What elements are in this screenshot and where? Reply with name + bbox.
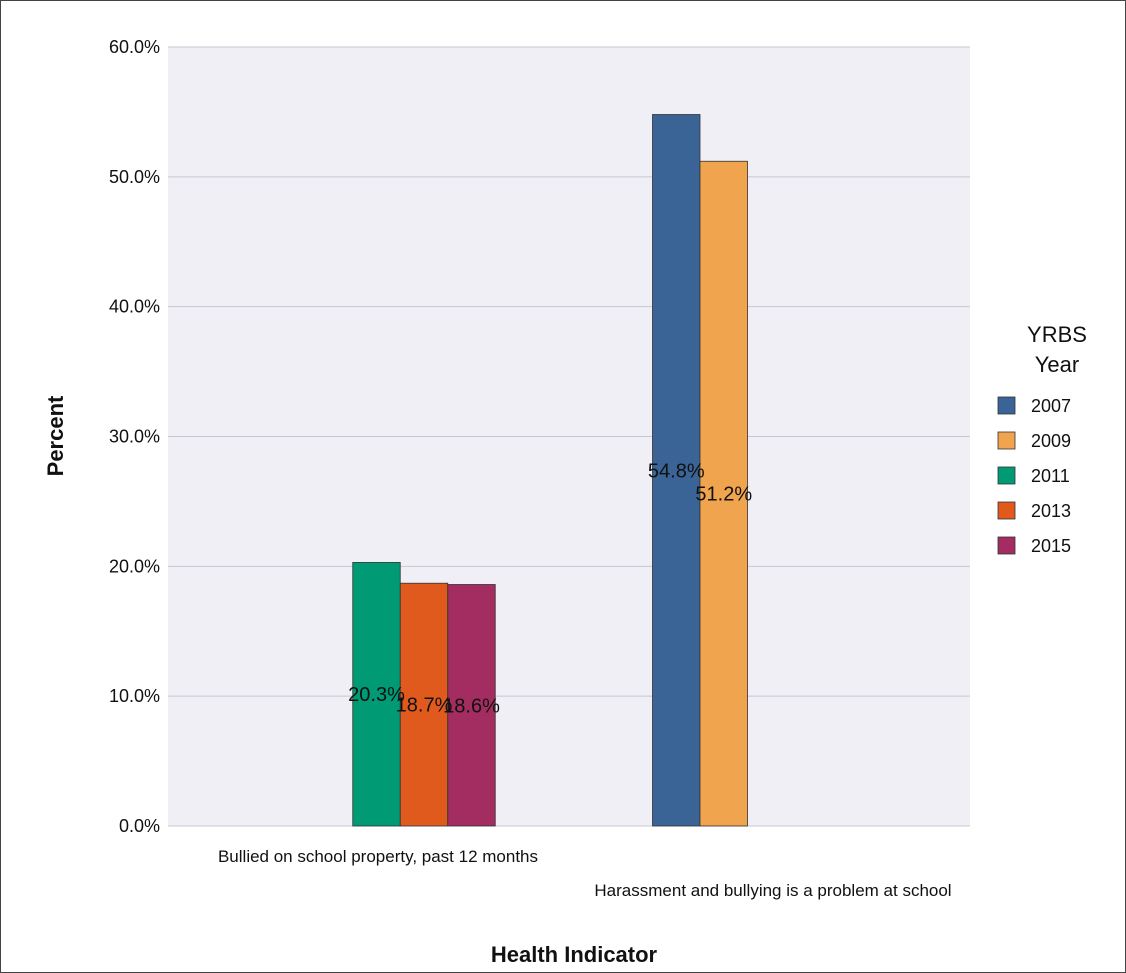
legend-swatch-2011 [997, 466, 1016, 485]
y-tick-label: 20.0% [109, 556, 160, 576]
y-axis-ticks: 0.0% 10.0% 20.0% 30.0% 40.0% 50.0% 60.0% [109, 37, 160, 836]
y-tick-label: 10.0% [109, 686, 160, 706]
legend-label-2015: 2015 [1031, 536, 1071, 556]
bar-2009 [699, 160, 748, 827]
legend-title: YRBS [1027, 322, 1087, 347]
legend-label-2011: 2011 [1031, 466, 1070, 486]
x-axis-title: Health Indicator [491, 942, 658, 967]
y-tick-label: 40.0% [109, 297, 160, 317]
gridlines [168, 46, 970, 827]
x-axis-category-labels: Bullied on school property, past 12 mont… [218, 847, 952, 900]
legend: YRBS Year 2007 2009 2011 2013 2015 [997, 322, 1087, 556]
data-labels: 20.3%18.7%18.6% 54.8%51.2% [348, 460, 752, 717]
x-category-label: Bullied on school property, past 12 mont… [218, 847, 538, 866]
bar-2011 [352, 562, 401, 827]
bar-2007 [652, 114, 701, 827]
y-tick-label: 0.0% [119, 816, 160, 836]
legend-swatch-2007 [997, 396, 1016, 415]
y-axis-title: Percent [43, 395, 68, 476]
x-category-label: Harassment and bullying is a problem at … [594, 881, 951, 900]
y-tick-label: 30.0% [109, 427, 160, 447]
y-tick-label: 60.0% [109, 37, 160, 57]
legend-label-2009: 2009 [1031, 431, 1071, 451]
legend-swatch-2009 [997, 431, 1016, 450]
legend-label-2007: 2007 [1031, 396, 1071, 416]
y-tick-label: 50.0% [109, 167, 160, 187]
legend-label-2013: 2013 [1031, 501, 1071, 521]
legend-swatch-2015 [997, 536, 1016, 555]
bars [352, 114, 748, 827]
data-label-2011: 20.3% [348, 684, 405, 706]
data-label-2015: 18.6% [443, 695, 500, 717]
legend-title: Year [1035, 352, 1079, 377]
data-label-2013: 18.7% [396, 695, 453, 717]
legend-swatch-2013 [997, 501, 1016, 520]
data-label-2007: 54.8% [648, 460, 705, 482]
bar-2013 [399, 582, 449, 827]
data-label-2009: 51.2% [695, 484, 752, 506]
bar-2015 [447, 584, 496, 827]
